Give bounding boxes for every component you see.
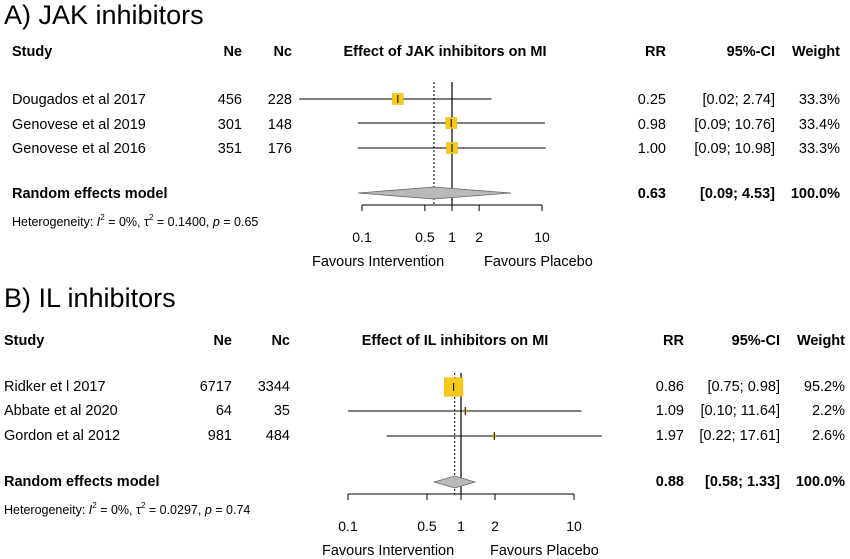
x-tick-label: 0.1 (338, 518, 358, 534)
study-ci: [0.02; 2.74] (702, 92, 775, 108)
study-weight: 33.4% (798, 117, 840, 133)
study-nc: 148 (267, 117, 292, 133)
study-ci: [0.10; 11.64] (700, 403, 780, 419)
study-name: Abbate et al 2020 (4, 403, 118, 419)
study-ne: 6717 (199, 379, 232, 395)
study-ci: [0.22; 17.61] (699, 428, 780, 444)
study-rr: 0.98 (637, 117, 666, 133)
header-study: Study (12, 44, 53, 60)
study-nc: 176 (267, 141, 292, 157)
study-nc: 3344 (257, 379, 290, 395)
header-ci: 95%-CI (731, 333, 780, 349)
pooled-weight: 100.0% (790, 186, 840, 202)
header-nc: Nc (273, 44, 292, 60)
favours-right: Favours Placebo (484, 254, 593, 270)
x-tick-label: 1 (457, 518, 465, 534)
header-rr: RR (645, 44, 666, 60)
pooled-diamond (357, 186, 512, 200)
x-tick-label: 0.5 (417, 518, 437, 534)
study-weight: 33.3% (798, 92, 840, 108)
study-ne: 64 (215, 403, 232, 419)
study-rr: 1.09 (655, 403, 684, 419)
study-weight: 2.2% (811, 403, 845, 419)
x-tick-label: 0.5 (415, 229, 435, 245)
panel-il: B) IL inhibitors Study Ne Nc Effect of I… (0, 283, 850, 559)
study-ne: 981 (207, 428, 232, 444)
study-rr: 1.97 (655, 428, 684, 444)
header-effect: Effect of IL inhibitors on MI (361, 333, 549, 349)
study-rr: 0.86 (655, 379, 684, 395)
header-rr: RR (663, 333, 684, 349)
study-name: Gordon et al 2012 (4, 428, 121, 444)
study-name: Genovese et al 2019 (12, 117, 146, 133)
study-nc: 484 (265, 428, 290, 444)
header-weight: Weight (796, 333, 845, 349)
study-nc: 35 (273, 403, 290, 419)
header-ne: Ne (213, 333, 232, 349)
study-weight: 95.2% (803, 379, 845, 395)
header-weight: Weight (791, 44, 840, 60)
study-weight: 2.6% (811, 428, 845, 444)
x-tick-label: 10 (534, 229, 550, 245)
header-nc: Nc (271, 333, 290, 349)
favours-right: Favours Placebo (490, 543, 599, 559)
study-name: Dougados et al 2017 (12, 92, 146, 108)
study-name: Ridker et l 2017 (4, 379, 106, 395)
x-tick-label: 0.1 (352, 229, 372, 245)
study-rr: 0.25 (637, 92, 666, 108)
panel-title: B) IL inhibitors (4, 283, 176, 313)
study-weight: 33.3% (798, 141, 840, 157)
panel-title: A) JAK inhibitors (4, 0, 204, 30)
favours-left: Favours Intervention (322, 543, 455, 559)
study-nc: 228 (267, 92, 292, 108)
pooled-ci: [0.09; 4.53] (700, 186, 775, 202)
header-effect: Effect of JAK inhibitors on MI (343, 44, 547, 60)
pooled-rr: 0.88 (655, 474, 684, 490)
x-tick-label: 1 (448, 229, 456, 245)
panel-jak: A) JAK inhibitors Study Ne Nc Effect of … (0, 0, 850, 278)
study-ci: [0.09; 10.98] (694, 141, 775, 157)
study-ci: [0.09; 10.76] (694, 117, 775, 133)
x-tick-label: 2 (475, 229, 483, 245)
x-tick-label: 2 (491, 518, 499, 534)
study-ci: [0.75; 0.98] (707, 379, 780, 395)
header-study: Study (4, 333, 45, 349)
header-ne: Ne (223, 44, 242, 60)
study-name: Genovese et al 2016 (12, 141, 146, 157)
pooled-diamond (432, 475, 477, 489)
header-ci: 95%-CI (726, 44, 775, 60)
pooled-ci: [0.58; 1.33] (705, 474, 780, 490)
heterogeneity: Heterogeneity: I2 = 0%, τ2 = 0.0297, p =… (4, 501, 251, 517)
pooled-rr: 0.63 (637, 186, 666, 202)
study-ne: 456 (217, 92, 242, 108)
study-rr: 1.00 (637, 141, 666, 157)
heterogeneity: Heterogeneity: I2 = 0%, τ2 = 0.1400, p =… (12, 213, 259, 229)
pooled-weight: 100.0% (795, 474, 845, 490)
pooled-name: Random effects model (12, 186, 168, 202)
pooled-name: Random effects model (4, 474, 160, 490)
favours-left: Favours Intervention (312, 254, 445, 270)
study-ne: 301 (217, 117, 242, 133)
study-ne: 351 (217, 141, 242, 157)
x-tick-label: 10 (566, 518, 582, 534)
